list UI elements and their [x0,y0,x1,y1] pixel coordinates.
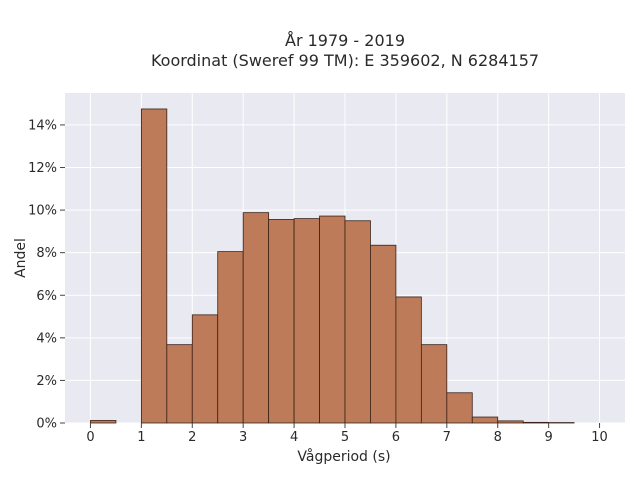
bar-3_5 [268,219,295,424]
x-tick-label: 3 [239,430,247,445]
x-tick-label: 8 [494,430,502,445]
bar-1_5 [166,344,193,424]
x-tick-label: 6 [392,430,400,445]
y-tick-label: 4% [36,331,57,346]
x-tick-label: 4 [290,430,298,445]
bar-7_5 [471,416,499,424]
bar-7 [446,392,473,424]
y-axis-label: Andel [13,238,29,278]
x-tick-label: 5 [341,430,349,445]
bar-8_5 [522,421,550,424]
y-tick-label: 0% [36,417,57,432]
x-tick-label: 7 [443,430,451,445]
x-axis-label: Vågperiod (s) [297,448,390,465]
bar-2_5 [217,251,244,424]
bar-0 [90,420,117,424]
y-tick-label: 10% [28,204,57,219]
x-tick-label: 2 [188,430,196,445]
bar-8 [497,420,524,424]
x-tick-label: 0 [86,430,94,445]
bar-3 [242,212,270,424]
x-tick-label: 9 [544,430,552,445]
y-axis-ticks: 0% 2% 4% 6% 8% 10% 12% 14% [28,118,65,432]
bar-6_5 [420,344,448,424]
chart-title-line2: Koordinat (Sweref 99 TM): E 359602, N 62… [151,51,539,70]
y-tick-label: 2% [36,374,57,389]
bar-5 [344,220,371,424]
bar-5_5 [370,244,397,424]
y-tick-label: 8% [36,246,57,261]
bar-2 [191,314,219,424]
x-axis-ticks: 0 1 2 3 4 5 6 7 8 9 10 [86,423,608,445]
bar-4_5 [319,215,346,424]
y-tick-label: 14% [28,118,57,133]
bar-6 [395,296,422,424]
y-tick-label: 12% [28,161,57,176]
x-tick-label: 10 [591,430,608,445]
bars [90,108,575,424]
bar-1 [140,108,168,424]
y-tick-label: 6% [36,289,57,304]
x-tick-label: 1 [137,430,145,445]
chart-title-line1: År 1979 - 2019 [285,31,405,50]
bar-4 [293,218,320,424]
